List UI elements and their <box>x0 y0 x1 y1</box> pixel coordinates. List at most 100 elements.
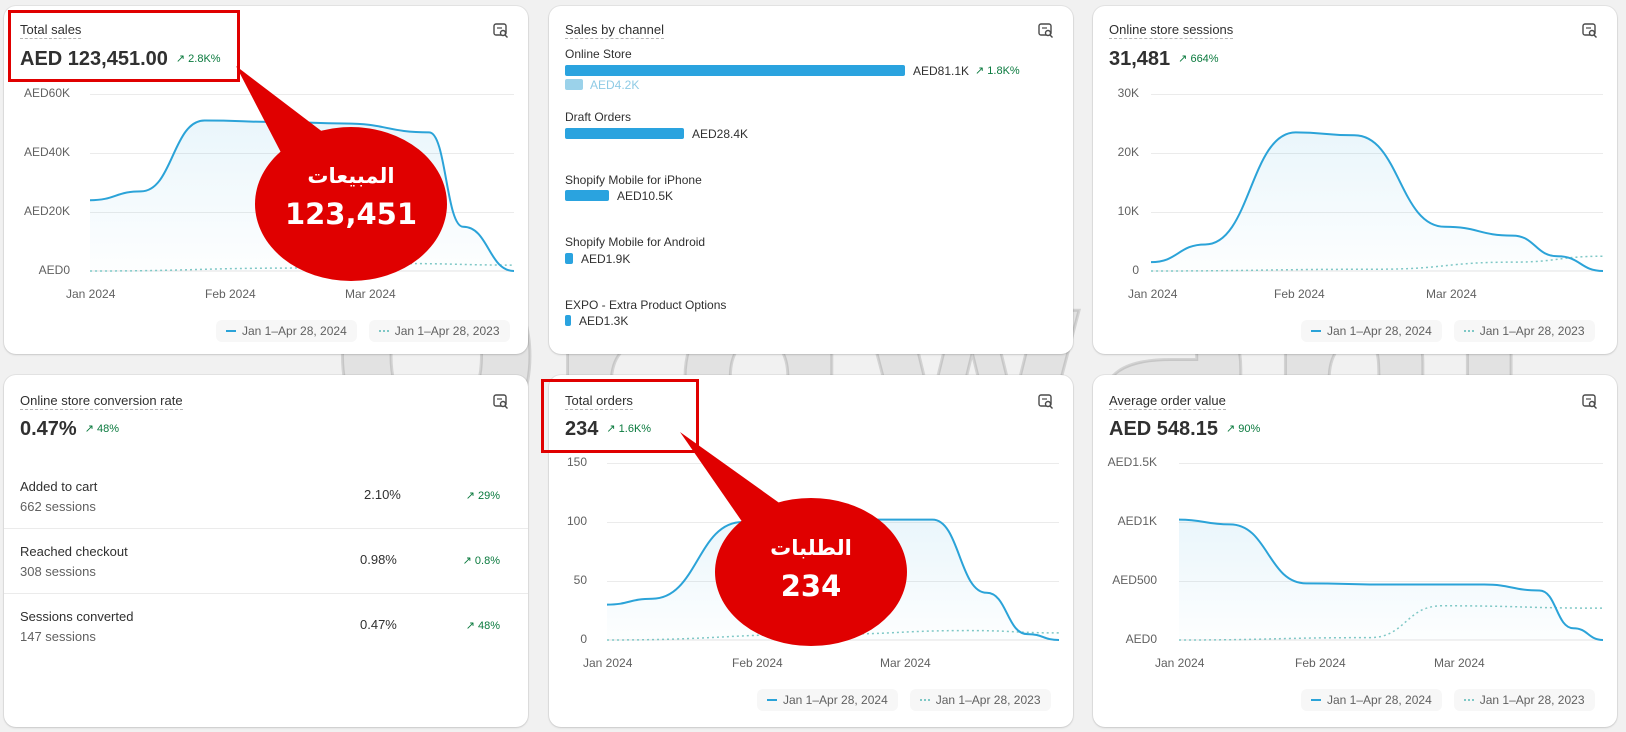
dotted-swatch-icon <box>378 330 389 332</box>
card-title[interactable]: Online store sessions <box>1109 22 1234 39</box>
explore-report-icon[interactable] <box>492 22 510 40</box>
funnel-delta: ↗ 29% <box>465 490 500 502</box>
x-tick-label: Feb 2024 <box>205 287 256 301</box>
series-area-current <box>1151 132 1603 271</box>
metric-value-text: 31,481 <box>1109 48 1171 70</box>
explore-report-icon[interactable] <box>1037 393 1055 411</box>
funnel-percent: 0.47% <box>360 617 397 632</box>
channel-bar <box>565 128 684 139</box>
x-tick-label: Feb 2024 <box>732 656 783 670</box>
y-tick-label: 50 <box>573 573 587 587</box>
series-line-current <box>89 119 515 272</box>
channel-value: AED1.9K <box>581 252 631 266</box>
channel-value: AED81.1K <box>913 64 970 78</box>
metric-value-text: 234 <box>565 418 599 440</box>
metric-value: 31,481 ↗ 664% <box>1109 48 1219 71</box>
chart-legend: Jan 1–Apr 28, 2024 Jan 1–Apr 28, 2023 <box>1301 689 1595 711</box>
line-swatch-icon <box>226 330 236 332</box>
series-line-previous <box>606 629 1060 641</box>
y-tick-label: AED0 <box>1125 632 1157 646</box>
channel-name: Draft Orders <box>565 110 632 124</box>
channel-delta: ↗ 1.8K% <box>975 65 1020 77</box>
series-line-previous <box>1150 255 1604 272</box>
line-swatch-icon <box>767 699 777 701</box>
legend-previous[interactable]: Jan 1–Apr 28, 2023 <box>1453 320 1595 342</box>
aov-card: Average order value AED 548.15 ↗ 90% AED1… <box>1093 375 1617 727</box>
y-tick-label: AED500 <box>1112 573 1157 587</box>
legend-label: Jan 1–Apr 28, 2024 <box>242 324 347 338</box>
legend-current[interactable]: Jan 1–Apr 28, 2024 <box>1301 689 1442 711</box>
aov-chart <box>1178 518 1604 641</box>
channel-name: EXPO - Extra Product Options <box>565 298 727 312</box>
delta-badge: ↗ 2.8K% <box>175 53 221 65</box>
card-title[interactable]: Total orders <box>565 393 633 410</box>
explore-report-icon[interactable] <box>1581 393 1599 411</box>
series-area-current <box>1179 519 1603 640</box>
explore-report-icon[interactable] <box>492 393 510 411</box>
legend-label: Jan 1–Apr 28, 2023 <box>394 324 500 338</box>
explore-report-icon[interactable] <box>1581 22 1599 40</box>
x-tick-label: Jan 2024 <box>1128 287 1178 301</box>
dotted-swatch-icon <box>919 699 930 701</box>
channel-bar <box>565 253 573 264</box>
channel-value: AED1.3K <box>579 314 629 328</box>
card-title[interactable]: Average order value <box>1109 393 1226 410</box>
line-swatch-icon <box>1311 330 1321 332</box>
metric-value: 0.47% ↗ 48% <box>20 418 119 441</box>
channel-name: Shopify Mobile for Android <box>565 235 706 249</box>
legend-previous[interactable]: Jan 1–Apr 28, 2023 <box>368 320 510 342</box>
y-tick-label: 10K <box>1117 204 1139 218</box>
delta-badge: ↗ 48% <box>84 423 120 435</box>
metric-value-text: 0.47% <box>20 418 77 440</box>
line-swatch-icon <box>1311 699 1321 701</box>
delta-badge: ↗ 1.6K% <box>606 423 652 435</box>
sales-callout-value: 123,451 <box>284 197 418 231</box>
legend-label: Jan 1–Apr 28, 2023 <box>1479 693 1585 707</box>
chart-legend: Jan 1–Apr 28, 2024 Jan 1–Apr 28, 2023 <box>757 689 1051 711</box>
y-tick-label: 0 <box>1132 263 1139 277</box>
explore-report-icon[interactable] <box>1037 22 1055 40</box>
legend-label: Jan 1–Apr 28, 2024 <box>1327 324 1432 338</box>
funnel-percent: 2.10% <box>364 487 401 502</box>
sessions-card: Online store sessions 31,481 ↗ 664% 30K 2… <box>1093 6 1617 354</box>
dotted-swatch-icon <box>1463 330 1474 332</box>
x-tick-label: Mar 2024 <box>880 656 931 670</box>
funnel-delta: ↗ 0.8% <box>462 555 500 567</box>
funnel-percent: 0.98% <box>360 552 397 567</box>
card-title[interactable]: Sales by channel <box>565 22 665 39</box>
legend-current[interactable]: Jan 1–Apr 28, 2024 <box>757 689 898 711</box>
series-line-previous <box>89 262 515 272</box>
series-line-current <box>1150 131 1604 272</box>
legend-previous[interactable]: Jan 1–Apr 28, 2023 <box>909 689 1051 711</box>
y-tick-label: AED0 <box>38 263 70 277</box>
sales-callout-bubble <box>236 66 447 281</box>
x-tick-label: Mar 2024 <box>1434 656 1485 670</box>
channel-value-previous: AED4.2K <box>590 78 640 92</box>
metric-value: AED 548.15 ↗ 90% <box>1109 418 1260 441</box>
y-tick-label: 0 <box>580 632 587 646</box>
legend-previous[interactable]: Jan 1–Apr 28, 2023 <box>1453 689 1595 711</box>
x-tick-label: Mar 2024 <box>1426 287 1477 301</box>
funnel-delta: ↗ 48% <box>465 620 500 632</box>
sales-callout-label: المبيعات <box>307 164 395 188</box>
x-tick-label: Mar 2024 <box>345 287 396 301</box>
card-title[interactable]: Total sales <box>20 22 82 39</box>
x-tick-label: Feb 2024 <box>1274 287 1325 301</box>
card-title[interactable]: Online store conversion rate <box>20 393 183 410</box>
metric-value-text: AED 548.15 <box>1109 418 1218 440</box>
channel-name: Online Store <box>565 47 632 61</box>
funnel-step-label: Sessions converted <box>20 609 134 624</box>
total-orders-highlight <box>541 379 699 453</box>
legend-current[interactable]: Jan 1–Apr 28, 2024 <box>216 320 357 342</box>
chart-legend: Jan 1–Apr 28, 2024 Jan 1–Apr 28, 2023 <box>1301 320 1595 342</box>
delta-badge: ↗ 664% <box>1178 53 1219 65</box>
y-tick-label: AED1.5K <box>1107 455 1157 469</box>
y-tick-label: 20K <box>1117 145 1139 159</box>
metric-value-text: AED 123,451.00 <box>20 48 168 70</box>
funnel-sessions: 662 sessions <box>20 499 96 514</box>
conversion-card: Online store conversion rate 0.47% ↗ 48% … <box>4 375 528 727</box>
legend-label: Jan 1–Apr 28, 2024 <box>1327 693 1432 707</box>
legend-current[interactable]: Jan 1–Apr 28, 2024 <box>1301 320 1442 342</box>
x-tick-label: Jan 2024 <box>1155 656 1205 670</box>
total-sales-highlight <box>8 10 240 82</box>
